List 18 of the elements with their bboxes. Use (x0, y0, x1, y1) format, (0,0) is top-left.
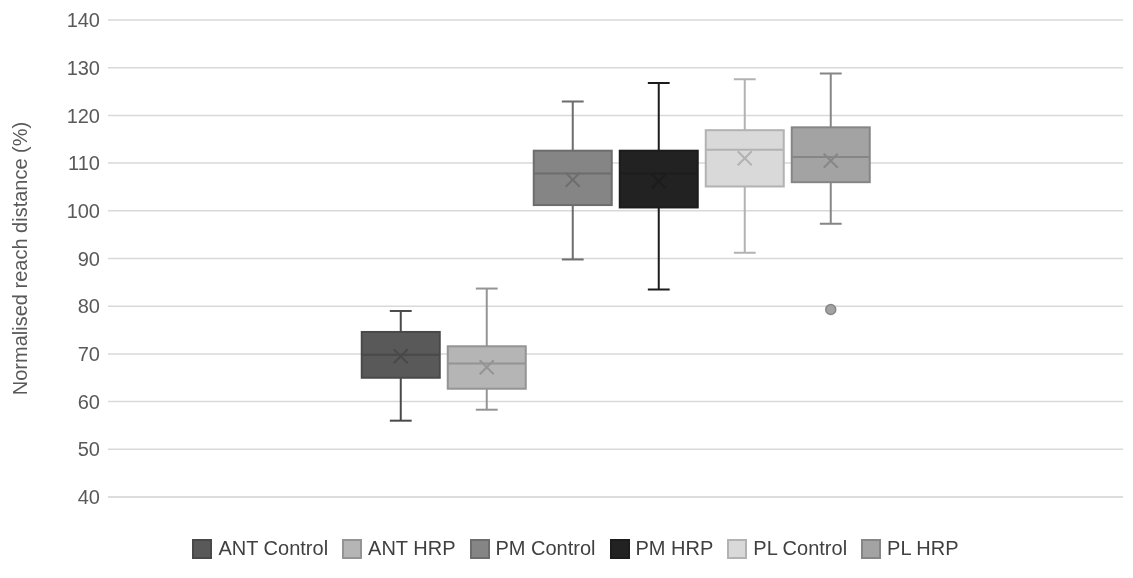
y-tick-label: 80 (77, 295, 100, 318)
y-tick-label: 100 (66, 199, 100, 222)
y-tick-label: 120 (66, 104, 100, 127)
y-tick-label: 110 (68, 152, 100, 175)
y-tick-label: 60 (77, 390, 100, 413)
y-axis-title: Normalised reach distance (%) (9, 121, 32, 396)
legend-label: PL Control (753, 537, 848, 560)
legend-label: ANT HRP (368, 537, 456, 560)
y-tick-label: 40 (77, 486, 100, 509)
y-tick-label: 70 (77, 343, 100, 365)
y-tick-label: 130 (66, 56, 100, 79)
y-tick-label: 90 (77, 247, 100, 270)
legend-label: ANT Control (218, 537, 329, 560)
legend-label: PM Control (495, 537, 596, 560)
y-tick-label: 140 (66, 9, 100, 32)
legend-label: PL HRP (887, 537, 959, 560)
y-tick-label: 50 (77, 438, 100, 461)
legend-label: PM HRP (635, 537, 714, 560)
